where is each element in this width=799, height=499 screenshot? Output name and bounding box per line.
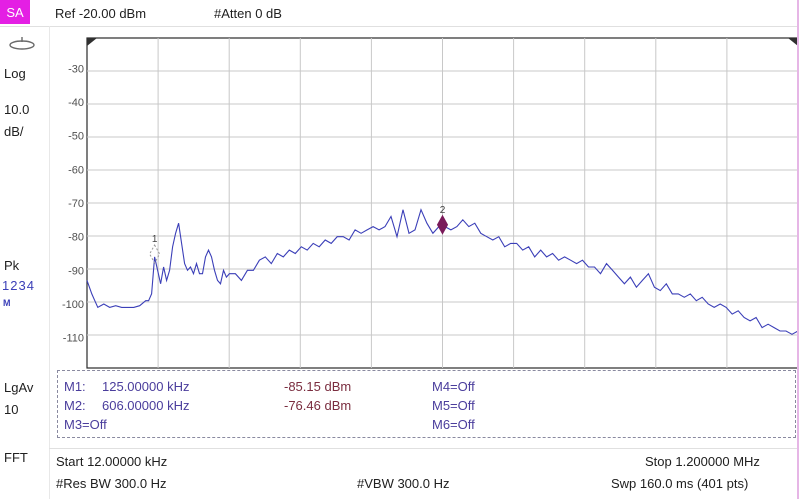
detector-label[interactable]: Pk [4,258,20,273]
y-tick-label: -80 [68,232,84,244]
marker-1-frequency: 125.00000 kHz [102,379,190,394]
y-tick-label: -40 [68,97,84,109]
sidebar-divider [49,26,50,499]
markers[interactable]: 12 [149,205,449,265]
y-axis-ticks: -30 -40 -50 -60 -70 -80 -90 -100 -110 [62,63,84,344]
trace-indicators[interactable]: 1234 [2,278,35,293]
marker-1-value: -85.15 dBm [284,379,352,394]
sweep-time[interactable]: Swp 160.0 ms (401 pts) [611,476,749,491]
marker-2-value: -76.46 dBm [284,398,352,413]
y-tick-label: -100 [62,299,84,311]
marker-table [57,370,796,438]
top-left-corner-mark [87,38,97,46]
resolution-bandwidth[interactable]: #Res BW 300.0 Hz [56,476,167,491]
y-tick-label: -70 [68,198,84,210]
marker-1-label[interactable]: M1: [64,379,86,394]
attenuation[interactable]: #Atten 0 dB [214,6,282,21]
plot-grid [86,37,799,369]
scale-unit: dB/ [4,124,24,139]
stop-frequency[interactable]: Stop 1.200000 MHz [645,454,760,469]
scale-value[interactable]: 10.0 [4,102,30,117]
marker-2-diamond[interactable] [436,214,449,235]
mode-tab[interactable]: SA [0,0,30,24]
averaging-label[interactable]: LgAv [4,380,34,395]
marker-5-status[interactable]: M5=Off [432,398,475,413]
trace-mode: M [3,298,11,308]
y-tick-label: -90 [68,265,84,277]
marker-2-label[interactable]: M2: [64,398,86,413]
sweep-indicator-icon [9,37,35,50]
fft-label[interactable]: FFT [4,450,28,465]
y-tick-label: -30 [68,63,84,75]
video-bandwidth[interactable]: #VBW 300.0 Hz [357,476,450,491]
marker-6-status[interactable]: M6=Off [432,417,475,432]
reference-level[interactable]: Ref -20.00 dBm [55,6,147,21]
y-tick-label: -60 [68,164,84,176]
start-frequency[interactable]: Start 12.00000 kHz [56,454,168,469]
trace-1-line [86,208,799,335]
marker-2-frequency: 606.00000 kHz [102,398,190,413]
right-edge-accent [797,0,799,499]
top-right-corner-mark [788,38,798,46]
marker-2-number: 2 [440,205,446,216]
marker-4-status[interactable]: M4=Off [432,379,475,394]
y-tick-label: -50 [68,131,84,143]
marker-1-diamond[interactable] [149,243,161,265]
scale-type[interactable]: Log [4,66,26,81]
marker-1-number: 1 [152,234,158,245]
y-tick-label: -110 [63,333,84,345]
spectrum-plot[interactable]: -30-40-50-60-70-80-90-100-110 12 [50,36,799,370]
header-divider [0,26,799,27]
averaging-count: 10 [4,402,19,417]
marker-3-status[interactable]: M3=Off [64,417,107,432]
footer-divider [49,448,799,449]
